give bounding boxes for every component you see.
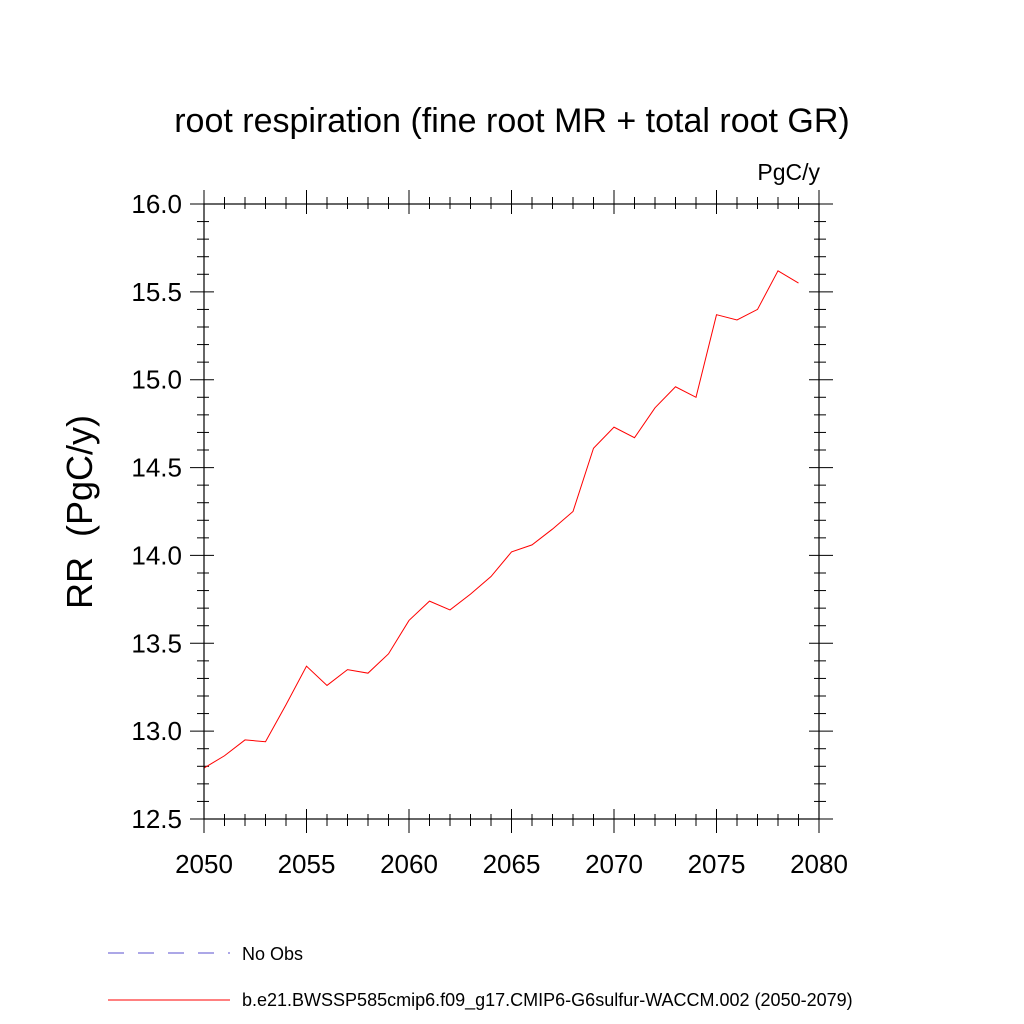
y-tick-label: 13.5	[131, 628, 182, 658]
legend-label-model: b.e21.BWSSP585cmip6.f09_g17.CMIP6-G6sulf…	[242, 990, 853, 1011]
x-tick-label: 2080	[790, 849, 848, 879]
plot-frame	[203, 203, 820, 820]
x-tick-label: 2070	[585, 849, 643, 879]
x-tick-label: 2050	[175, 849, 233, 879]
y-tick-label: 15.0	[131, 365, 182, 395]
x-tick-label: 2065	[483, 849, 541, 879]
y-tick-label: 14.5	[131, 453, 182, 483]
y-axis-label: RR (PgC/y)	[59, 415, 100, 609]
tick-labels: 2050 2055 2060 2065 2070 2075 2080 12.5 13.0 13.5…	[131, 189, 848, 879]
axis-ticks	[190, 190, 833, 833]
y-tick-label: 13.0	[131, 716, 182, 746]
x-tick-label: 2060	[380, 849, 438, 879]
y-tick-label: 14.0	[131, 540, 182, 570]
chart-title: root respiration (fine root MR + total r…	[174, 102, 850, 140]
y-tick-label: 16.0	[131, 189, 182, 219]
y-tick-label: 15.5	[131, 277, 182, 307]
y-tick-label: 12.5	[131, 804, 182, 834]
series-line-0	[203, 270, 799, 769]
series-lines	[203, 270, 799, 769]
legend-label-obs: No Obs	[242, 944, 303, 964]
x-tick-label: 2055	[278, 849, 336, 879]
legend: No Obs b.e21.BWSSP585cmip6.f09_g17.CMIP6…	[108, 944, 853, 1011]
units-label: PgC/y	[757, 159, 820, 185]
x-tick-label: 2075	[688, 849, 746, 879]
